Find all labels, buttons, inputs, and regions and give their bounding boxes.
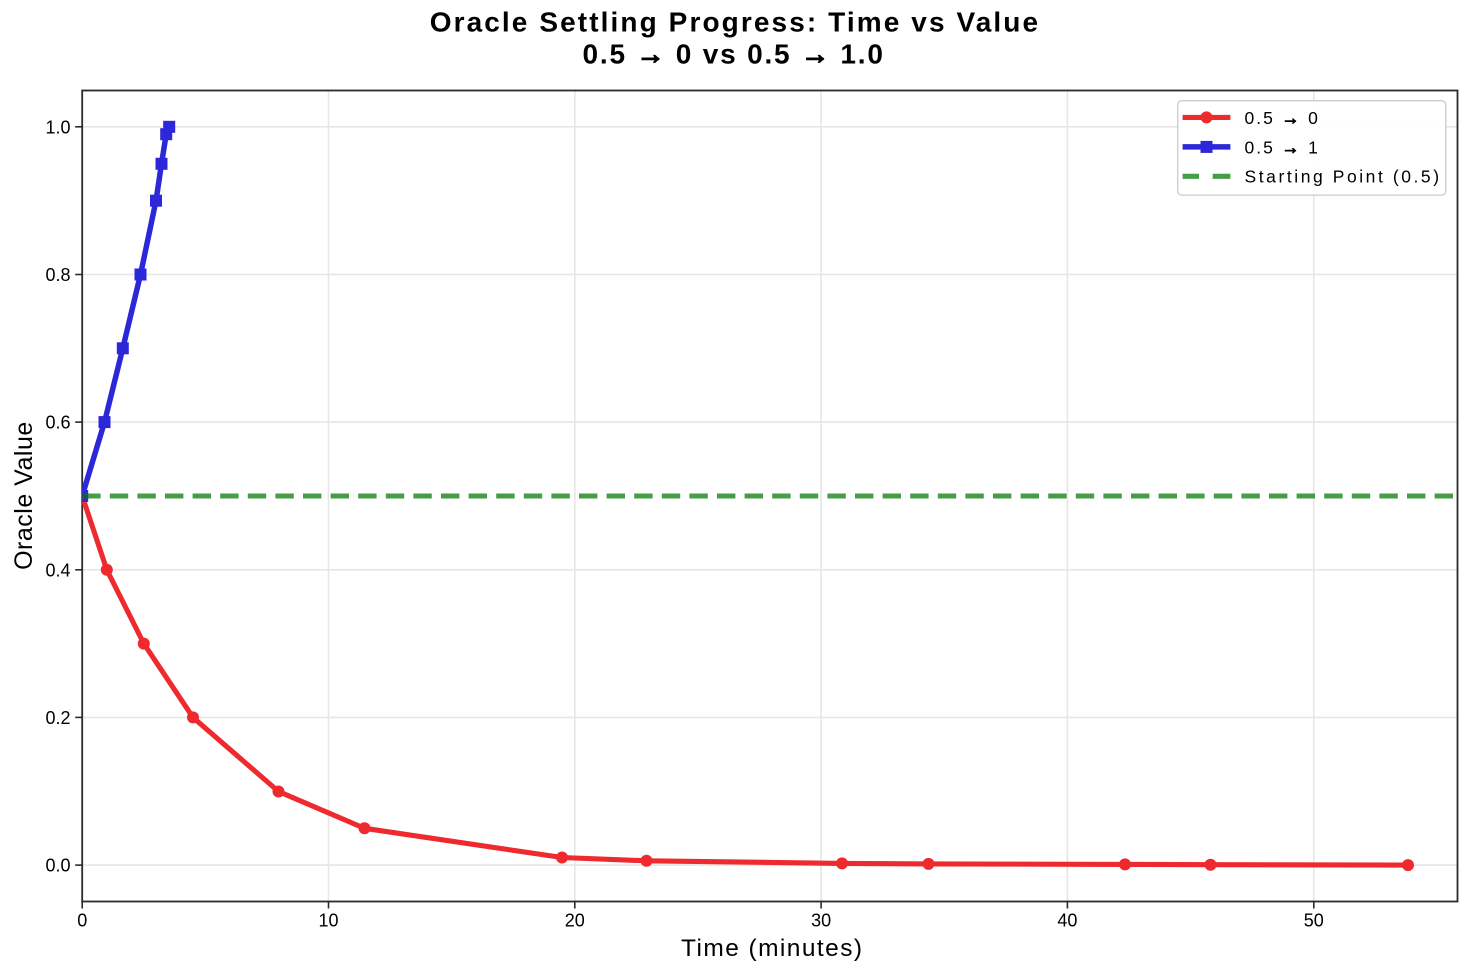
svg-text:0.8: 0.8 [45, 265, 70, 285]
svg-text:50: 50 [1304, 910, 1324, 930]
svg-text:20: 20 [565, 910, 585, 930]
svg-text:0.4: 0.4 [45, 560, 70, 580]
svg-text:10: 10 [318, 910, 338, 930]
svg-text:1.0: 1.0 [45, 117, 70, 137]
svg-text:Starting Point (0.5): Starting Point (0.5) [1245, 166, 1442, 186]
svg-text:0.6: 0.6 [45, 413, 70, 433]
svg-text:40: 40 [1057, 910, 1077, 930]
svg-text:0.5 → 1: 0.5 → 1 [1245, 137, 1320, 157]
svg-text:0.5 → 0: 0.5 → 0 [1245, 108, 1320, 128]
svg-text:0.5 → 0 vs 0.5 → 1.0: 0.5 → 0 vs 0.5 → 1.0 [583, 39, 885, 70]
svg-text:Oracle Settling Progress: Time: Oracle Settling Progress: Time vs Value [430, 7, 1040, 38]
svg-text:Oracle Value: Oracle Value [10, 421, 38, 570]
svg-text:0.0: 0.0 [45, 856, 70, 876]
svg-text:0.2: 0.2 [45, 708, 70, 728]
svg-text:Time (minutes): Time (minutes) [681, 935, 863, 962]
svg-text:0: 0 [77, 910, 87, 930]
svg-text:30: 30 [811, 910, 831, 930]
